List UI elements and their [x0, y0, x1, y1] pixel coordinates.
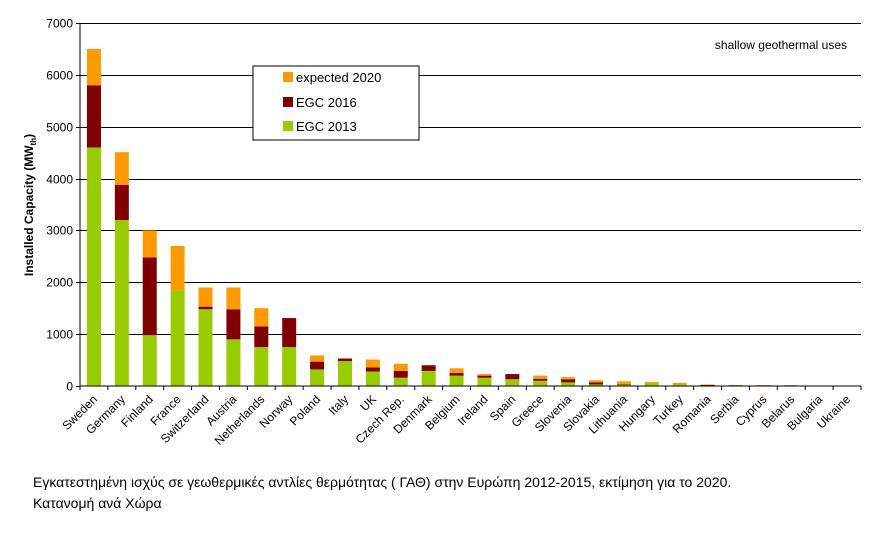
x-ticks: SwedenGermanyFinlandFranceSwitzerlandAus…: [59, 386, 862, 448]
legend-box: [252, 65, 420, 141]
bar-expected-2020-switzerland: [198, 287, 213, 307]
y-axis-label: Installed Capacity (MWth): [22, 134, 38, 276]
bar-egc-2016-czech-rep-: [393, 370, 408, 378]
bar-expected-2020-france: [170, 245, 185, 291]
bar-expected-2020-sweden: [86, 48, 101, 86]
y-tick-label: 4000: [46, 173, 73, 187]
x-tick-label: Italy: [326, 392, 351, 417]
bar-expected-2020-poland: [310, 355, 325, 362]
bar-egc-2016-greece: [533, 378, 548, 381]
bar-egc-2016-poland: [310, 361, 325, 370]
y-axis-label-subscript: th: [29, 138, 38, 146]
bar-egc-2013-denmark: [421, 370, 436, 386]
bar-expected-2020-hungary: [644, 381, 659, 383]
bar-egc-2016-slovakia: [589, 382, 604, 385]
bar-egc-2013-slovakia: [589, 384, 604, 386]
legend-label-egc-2016: EGC 2016: [296, 95, 357, 110]
bar-egc-2016-austria: [226, 309, 241, 340]
y-tick-label: 6000: [46, 69, 73, 83]
bar-egc-2013-switzerland: [198, 309, 213, 386]
y-tick-label: 7000: [46, 17, 73, 31]
x-tick-label: Poland: [287, 392, 323, 428]
x-tick-label: Ireland: [455, 392, 491, 428]
bar-egc-2016-spain: [505, 374, 520, 380]
bars: [86, 48, 855, 386]
bar-egc-2013-ireland: [477, 377, 492, 386]
y-tick-label: 2000: [46, 276, 73, 290]
bar-egc-2016-netherlands: [254, 326, 269, 348]
legend-swatch-egc-2013: [283, 121, 293, 131]
bar-egc-2013-spain: [505, 379, 520, 386]
bar-expected-2020-germany: [114, 152, 129, 185]
legend-label-expected-2020: expected 2020: [296, 70, 381, 85]
bar-egc-2013-italy: [337, 361, 352, 386]
bar-egc-2016-belgium: [449, 373, 464, 376]
bar-egc-2016-norway: [282, 318, 297, 348]
bar-egc-2013-poland: [310, 369, 325, 386]
bar-egc-2013-turkey: [672, 384, 687, 386]
bar-expected-2020-ireland: [477, 374, 492, 376]
bar-egc-2013-sweden: [86, 147, 101, 386]
bar-expected-2020-romania: [700, 384, 715, 385]
bar-egc-2016-denmark: [421, 365, 436, 371]
y-tick-label: 3000: [46, 224, 73, 238]
bar-egc-2016-romania: [700, 384, 715, 386]
legend-label-egc-2013: EGC 2013: [296, 119, 357, 134]
caption-line-1: Εγκατεστημένη ισχύς σε γεωθερμικές αντλί…: [33, 474, 732, 490]
bar-egc-2016-slovenia: [561, 379, 576, 383]
gridlines: [80, 23, 861, 335]
bar-expected-2020-netherlands: [254, 308, 269, 327]
legend-swatch-expected-2020: [283, 72, 293, 82]
bar-egc-2016-finland: [142, 257, 157, 336]
bar-expected-2020-uk: [365, 359, 380, 368]
bar-egc-2016-uk: [365, 367, 380, 372]
caption-line-2: Κατανομή ανά Χώρα: [33, 495, 162, 511]
bar-expected-2020-lithuania: [616, 381, 631, 384]
bar-expected-2020-finland: [142, 230, 157, 258]
bar-expected-2020-greece: [533, 375, 548, 379]
y-tick-label: 1000: [46, 328, 73, 342]
bar-egc-2013-slovenia: [561, 382, 576, 386]
chart: 0 1000 2000 3000 4000 5000 6000 7000 SwedenGerm…: [22, 17, 862, 448]
bar-egc-2016-italy: [337, 358, 352, 362]
bar-egc-2013-netherlands: [254, 347, 269, 386]
bar-egc-2013-finland: [142, 335, 157, 386]
x-tick-label: Finland: [118, 392, 156, 430]
bar-expected-2020-austria: [226, 287, 241, 310]
bar-expected-2020-belgium: [449, 368, 464, 374]
bar-egc-2016-lithuania: [616, 383, 631, 385]
y-axis-label-close: ): [22, 134, 36, 138]
legend-swatch-egc-2016: [283, 97, 293, 107]
bar-egc-2016-switzerland: [198, 306, 213, 310]
bar-egc-2013-hungary: [644, 382, 659, 386]
y-axis-label-main: Installed Capacity (MW: [22, 145, 36, 276]
bar-egc-2013-germany: [114, 220, 129, 386]
bar-egc-2013-belgium: [449, 375, 464, 386]
bar-expected-2020-turkey: [672, 382, 687, 385]
bar-egc-2013-france: [170, 290, 185, 386]
bar-expected-2020-slovenia: [561, 377, 576, 380]
bar-egc-2013-czech-rep-: [393, 377, 408, 386]
x-tick-label: UK: [357, 392, 379, 414]
y-tick-label: 0: [66, 380, 73, 394]
bar-expected-2020-slovakia: [589, 380, 604, 383]
legend: expected 2020 EGC 2016 EGC 2013: [252, 65, 420, 141]
bar-expected-2020-czech-rep-: [393, 363, 408, 371]
bar-egc-2013-greece: [533, 380, 548, 386]
annotation-label: shallow geothermal uses: [715, 38, 847, 52]
bar-egc-2013-norway: [282, 347, 297, 386]
figure-caption: Εγκατεστημένη ισχύς σε γεωθερμικές αντλί…: [33, 472, 878, 514]
bar-egc-2016-sweden: [86, 85, 101, 148]
bar-egc-2013-lithuania: [616, 384, 631, 386]
bar-egc-2013-uk: [365, 371, 380, 386]
bar-egc-2016-ireland: [477, 375, 492, 378]
y-tick-label: 5000: [46, 121, 73, 135]
y-ticks: 0 1000 2000 3000 4000 5000 6000 7000: [46, 17, 80, 394]
bar-egc-2013-austria: [226, 339, 241, 386]
bar-egc-2016-germany: [114, 184, 129, 221]
